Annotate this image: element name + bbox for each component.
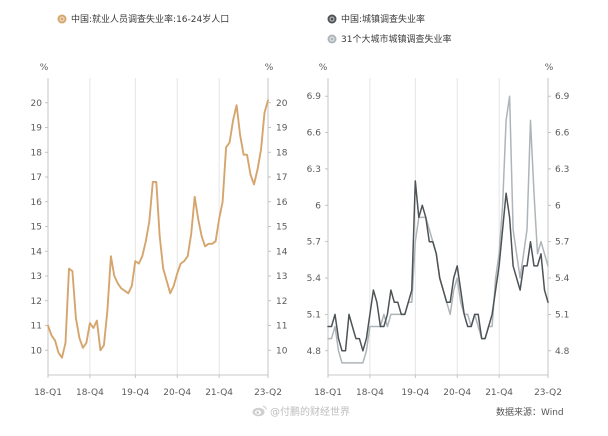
y-tick-label-left: 6.9 <box>307 92 322 102</box>
legend-label: 中国:就业人员调查失业率:16-24岁人口 <box>71 15 230 25</box>
y-tick-label-right: 11 <box>276 322 287 332</box>
y-tick-label-right: 6.3 <box>555 165 569 175</box>
y-tick-label-left: 4.8 <box>307 347 322 357</box>
y-tick-label-left: 5.7 <box>307 238 321 248</box>
y-tick-label-right: 4.8 <box>555 347 570 357</box>
y-tick-label-right: 5.1 <box>555 310 569 320</box>
y-tick-label-left: 15 <box>31 223 42 233</box>
legend-item-urban-unemployment: 中国:城镇调查失业率 <box>327 12 425 25</box>
watermark-text: @付鹏的财经世界 <box>270 407 350 418</box>
y-tick-label-left: 6.3 <box>307 165 321 175</box>
y-unit-label-right: % <box>265 63 274 73</box>
y-tick-label-right: 10 <box>276 346 288 356</box>
y-tick-label-left: 12 <box>31 297 42 307</box>
y-tick-label-left: 16 <box>31 198 43 208</box>
y-tick-label-right: 15 <box>276 223 287 233</box>
legend-label: 中国:城镇调查失业率 <box>341 15 426 25</box>
watermark: @付鹏的财经世界 <box>252 403 350 418</box>
x-tick-label: 19-Q4 <box>121 388 149 398</box>
y-tick-label-left: 14 <box>31 247 43 257</box>
y-tick-label-right: 13 <box>276 272 287 282</box>
chart-panel-right: 18-Q1 18-Q4 19-Q4 20-Q4 21-Q4 23-Q2 4.8 4.8 5.1 5… <box>307 63 570 398</box>
series-line <box>47 99 269 359</box>
source-note: 数据来源：Wind <box>496 408 564 418</box>
x-tick-label: 20-Q4 <box>443 388 471 398</box>
x-tick-label: 23-Q2 <box>534 388 562 398</box>
y-tick-label-left: 5.4 <box>307 274 322 284</box>
x-tick-label: 18-Q1 <box>314 388 342 398</box>
x-tick-label: 18-Q4 <box>356 388 384 398</box>
y-tick-label-left: 6.6 <box>307 129 322 139</box>
chart-panel-left: 18-Q1 18-Q4 19-Q4 20-Q4 21-Q4 23-Q2 10 10 11 11 12… <box>31 63 288 398</box>
y-unit-label-left: % <box>40 63 49 73</box>
legend-item-youth-unemployment: 中国:就业人员调查失业率:16-24岁人口 <box>57 12 229 25</box>
x-tick-label: 20-Q4 <box>163 388 191 398</box>
y-tick-label-left: 13 <box>31 272 42 282</box>
y-tick-label-right: 19 <box>276 124 288 134</box>
y-tick-label-right: 6 <box>555 201 561 211</box>
legend-marker-icon <box>327 34 337 44</box>
y-tick-label-left: 18 <box>31 148 43 158</box>
y-tick-label-right: 16 <box>276 198 288 208</box>
y-tick-label-left: 11 <box>31 322 42 332</box>
y-tick-label-right: 18 <box>276 148 288 158</box>
x-tick-label: 23-Q2 <box>254 388 282 398</box>
y-tick-label-right: 17 <box>276 173 287 183</box>
weibo-icon <box>252 405 267 417</box>
legend-item-31-cities-unemployment: 31个大城市城镇调查失业率 <box>327 32 451 45</box>
y-tick-label-right: 12 <box>276 297 287 307</box>
y-tick-label-left: 17 <box>31 173 42 183</box>
y-tick-label-left: 5.1 <box>307 310 321 320</box>
y-tick-label-right: 14 <box>276 247 288 257</box>
y-unit-label-right: % <box>545 63 554 73</box>
legend-marker-icon <box>327 14 337 24</box>
legend-marker-icon <box>57 14 67 24</box>
y-tick-label-left: 6 <box>315 201 321 211</box>
x-tick-label: 18-Q1 <box>34 388 62 398</box>
x-tick-label: 18-Q4 <box>76 388 104 398</box>
y-unit-label-left: % <box>319 63 328 73</box>
y-tick-label-left: 20 <box>31 99 43 109</box>
y-tick-label-right: 5.7 <box>555 238 569 248</box>
legend-label: 31个大城市城镇调查失业率 <box>341 35 452 45</box>
y-tick-label-right: 5.4 <box>555 274 570 284</box>
y-tick-label-left: 19 <box>31 124 43 134</box>
series-line <box>327 180 549 352</box>
y-tick-label-right: 6.9 <box>555 92 570 102</box>
y-tick-label-right: 6.6 <box>555 129 570 139</box>
series-line <box>327 95 549 364</box>
x-tick-label: 21-Q4 <box>205 388 233 398</box>
y-tick-label-left: 10 <box>31 346 43 356</box>
x-tick-label: 21-Q4 <box>485 388 513 398</box>
y-tick-label-right: 20 <box>276 99 288 109</box>
x-tick-label: 19-Q4 <box>401 388 429 398</box>
